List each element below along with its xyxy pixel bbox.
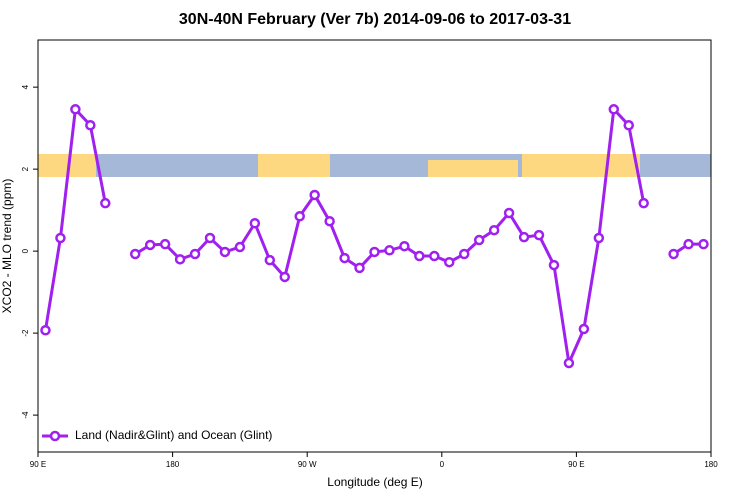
x-tick-label: 180 [166, 460, 180, 469]
point [40, 324, 51, 336]
y-tick-label: 0 [21, 248, 30, 253]
plot-frame [37, 39, 712, 453]
point [279, 271, 291, 283]
point [144, 239, 156, 251]
point [429, 250, 440, 262]
y-tick-label: -4 [21, 411, 30, 419]
point [593, 232, 605, 244]
x-tick-label: 90 E [568, 460, 584, 469]
point [698, 238, 709, 250]
legend-label: Land (Nadir&Glint) and Ocean (Glint) [75, 428, 272, 442]
y-axis-label: XCO2 - MLO trend (ppm) [0, 179, 14, 314]
point [85, 120, 96, 131]
point [100, 197, 111, 209]
point [294, 211, 305, 222]
point [204, 232, 216, 244]
point [70, 104, 81, 115]
chart-title: 30N-40N February (Ver 7b) 2014-09-06 to … [179, 11, 571, 28]
point [683, 238, 694, 250]
y-tick-label: -2 [21, 329, 30, 337]
x-tick-label: 90 E [30, 460, 46, 469]
legend-marker [49, 430, 61, 442]
point [55, 232, 66, 244]
point [309, 189, 320, 201]
point [488, 224, 500, 236]
point [473, 234, 485, 246]
point [369, 246, 380, 258]
y-tick-label: 4 [21, 84, 30, 89]
point [249, 217, 261, 229]
point [234, 241, 246, 253]
series-line [43, 105, 704, 369]
point [384, 245, 395, 256]
point [264, 254, 276, 266]
point [399, 240, 410, 252]
point [548, 259, 560, 271]
point [444, 256, 455, 268]
point [219, 246, 231, 258]
map-strip [38, 154, 711, 177]
point [608, 104, 620, 115]
point [174, 254, 186, 265]
point [458, 248, 470, 260]
point [414, 250, 425, 262]
point [189, 248, 201, 260]
point [159, 238, 171, 250]
x-tick-label: 0 [440, 460, 445, 469]
point [324, 215, 335, 227]
point [354, 262, 365, 274]
point [518, 231, 530, 243]
x-tick-label: 90 W [298, 460, 317, 469]
point [578, 323, 590, 335]
point [563, 357, 575, 369]
point [623, 120, 634, 131]
point [668, 248, 679, 260]
point [533, 229, 545, 241]
y-tick-label: 2 [21, 166, 30, 171]
point [638, 197, 649, 209]
point [503, 207, 515, 219]
x-tick-label: 180 [704, 460, 718, 469]
x-axis-label: Longitude (deg E) [327, 475, 422, 489]
point [129, 248, 141, 260]
point [339, 252, 350, 264]
